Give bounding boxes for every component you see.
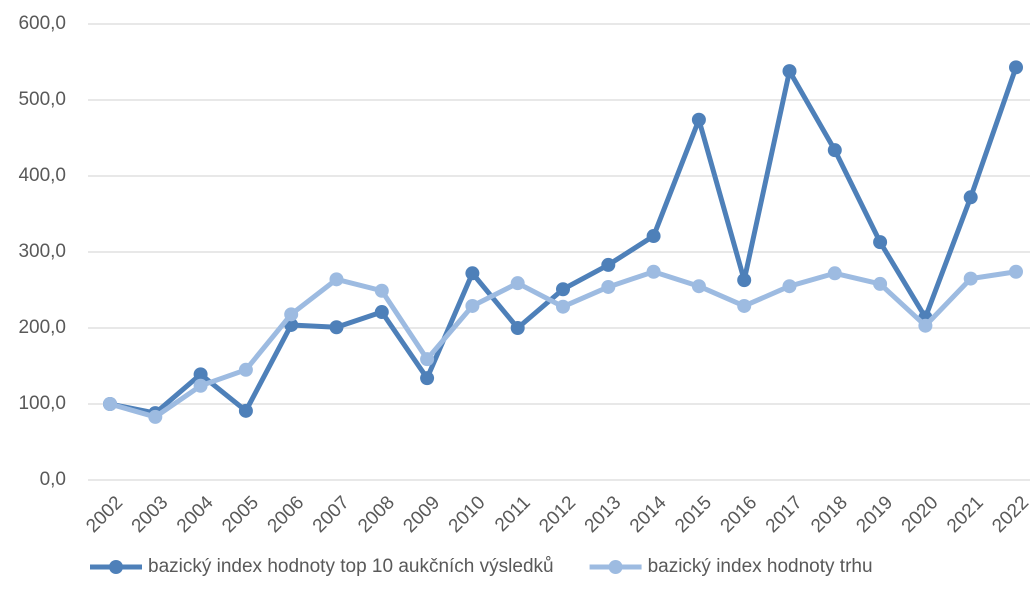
data-point [193, 367, 208, 382]
y-tick-label: 500,0 [18, 89, 66, 110]
x-tick-label: 2011 [491, 492, 535, 536]
data-point [646, 229, 661, 244]
data-point [737, 298, 752, 313]
y-tick-label: 100,0 [18, 393, 66, 414]
data-point [510, 321, 525, 335]
x-tick-label: 2012 [535, 492, 580, 537]
x-tick-label: 2002 [82, 492, 127, 537]
data-point [103, 397, 117, 411]
data-point [420, 371, 435, 386]
data-point [465, 266, 480, 281]
data-point [601, 279, 616, 294]
x-tick-label: 2008 [354, 492, 399, 537]
y-tick-label: 200,0 [18, 317, 66, 338]
legend-label: bazický index hodnoty top 10 aukčních vý… [148, 556, 554, 577]
x-tick-label: 2022 [988, 492, 1033, 537]
data-point [556, 299, 570, 314]
x-tick-label: 2016 [717, 492, 762, 537]
data-point [329, 272, 344, 287]
x-tick-label: 2015 [671, 492, 716, 537]
legend-marker [109, 560, 123, 574]
data-point [782, 279, 797, 294]
x-tick-label: 2021 [943, 492, 988, 537]
data-point [238, 403, 253, 418]
legend-marker [608, 560, 623, 574]
data-point [556, 282, 570, 297]
data-point [963, 190, 978, 205]
x-tick-label: 2006 [264, 492, 309, 537]
x-tick-label: 2018 [807, 492, 852, 537]
x-tick-label: 2004 [173, 492, 218, 537]
data-point [329, 320, 344, 335]
data-point [284, 307, 299, 322]
data-point [827, 266, 842, 281]
x-tick-label: 2019 [852, 492, 897, 537]
x-tick-label: 2007 [309, 492, 354, 537]
data-point [238, 362, 253, 377]
data-point [691, 279, 706, 294]
y-tick-label: 300,0 [18, 241, 66, 262]
data-point [646, 264, 661, 279]
x-tick-label: 2013 [581, 492, 626, 537]
data-point [420, 352, 435, 367]
data-point [782, 64, 797, 79]
y-tick-label: 600,0 [18, 13, 66, 34]
x-tick-label: 2020 [898, 492, 943, 537]
data-point [374, 305, 389, 320]
x-tick-label: 2009 [399, 492, 444, 537]
legend-label: bazický index hodnoty trhu [648, 556, 873, 577]
data-point [374, 283, 389, 298]
x-tick-label: 2005 [218, 492, 263, 537]
data-point [963, 271, 978, 286]
x-tick-label: 2003 [128, 492, 173, 537]
data-point [873, 276, 888, 291]
data-point [827, 143, 842, 158]
x-tick-label: 2010 [445, 492, 490, 537]
data-point [1009, 60, 1023, 75]
data-point [193, 378, 208, 393]
y-tick-label: 400,0 [18, 165, 66, 186]
data-point [737, 273, 752, 288]
data-point [465, 298, 480, 313]
x-tick-label: 2017 [762, 492, 807, 537]
data-point [918, 318, 933, 333]
data-point [691, 112, 706, 127]
data-point [601, 257, 616, 272]
data-point [510, 276, 525, 291]
x-tick-label: 2014 [626, 492, 671, 537]
data-point [148, 409, 163, 424]
data-point [873, 235, 888, 250]
y-tick-label: 0,0 [40, 469, 66, 490]
data-point [1009, 264, 1023, 279]
